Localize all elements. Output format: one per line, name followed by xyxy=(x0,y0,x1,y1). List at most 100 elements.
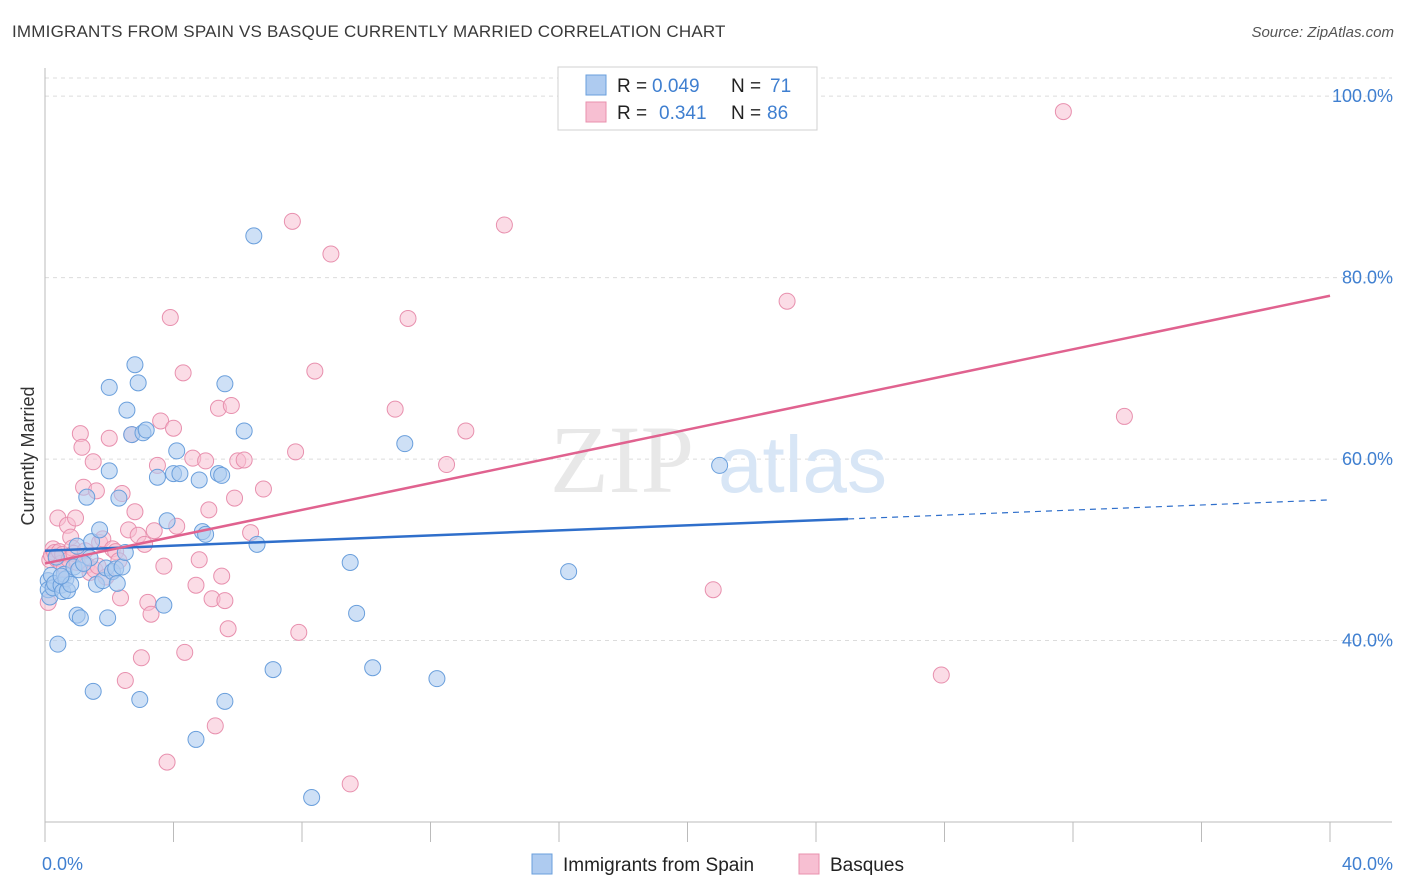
basque-point xyxy=(165,419,182,437)
legend-bottom-spain-label: Immigrants from Spain xyxy=(563,855,754,876)
y-tick-labels: 40.0% 60.0% 80.0% 100.0% xyxy=(1332,86,1393,650)
x-tick-labels: 0.0% 40.0% xyxy=(42,854,1393,874)
legend-spain-n-value: 71 xyxy=(770,76,791,97)
y-axis-label: Currently Married xyxy=(18,386,38,525)
spain-point xyxy=(248,535,266,553)
basque-point xyxy=(1054,103,1072,121)
basque-point xyxy=(176,643,194,661)
basque-point xyxy=(132,649,150,667)
basque-point xyxy=(174,364,192,382)
spain-point xyxy=(428,670,446,688)
spain-point xyxy=(68,537,86,555)
legend-spain-r-value: 0.049 xyxy=(652,76,700,97)
basque-point xyxy=(73,438,91,456)
chart-title: IMMIGRANTS FROM SPAIN VS BASQUE CURRENTL… xyxy=(12,22,726,41)
basque-point xyxy=(222,397,240,415)
basque-point xyxy=(197,452,215,470)
basque-point xyxy=(187,576,205,594)
basque-point xyxy=(306,362,324,380)
spain-point xyxy=(155,596,173,614)
trend-lines xyxy=(44,294,1331,565)
basque-point xyxy=(84,453,102,471)
basque-point xyxy=(704,581,722,599)
basque-point xyxy=(322,245,340,263)
spain-points xyxy=(39,227,729,807)
legend-top: R = 0.049 N = 71 R = 0.341 N = 86 xyxy=(557,66,818,131)
spain-point xyxy=(245,227,263,245)
spain-point xyxy=(110,489,128,507)
spain-point xyxy=(100,462,118,480)
spain-point xyxy=(148,468,166,486)
basque-point xyxy=(341,775,359,793)
basque-point xyxy=(100,429,118,447)
spain-trend-extension xyxy=(848,499,1331,520)
spain-point xyxy=(100,378,118,396)
spain-point xyxy=(71,609,89,627)
x-tick-label-min: 0.0% xyxy=(42,854,83,874)
spain-point xyxy=(560,563,578,581)
legend-spain-swatch xyxy=(585,74,607,96)
spain-point xyxy=(341,554,359,572)
grid-lines xyxy=(45,77,1392,642)
basque-point xyxy=(438,456,456,474)
y-tick-label: 40.0% xyxy=(1342,631,1393,651)
basque-point xyxy=(152,412,170,430)
legend-basque-r-value: 0.341 xyxy=(659,103,707,124)
legend-bottom-spain-swatch xyxy=(531,853,553,875)
legend-spain-r-label: R = xyxy=(617,76,647,97)
watermark: ZIP atlas xyxy=(550,406,887,513)
spain-point xyxy=(364,659,382,677)
legend-basque-r-label: R = xyxy=(617,103,647,124)
spain-point xyxy=(216,692,234,710)
basque-point xyxy=(254,480,272,498)
basque-point xyxy=(1115,407,1133,425)
basque-point xyxy=(386,400,404,418)
basque-point xyxy=(206,717,224,735)
basque-point xyxy=(158,753,176,771)
basque-point xyxy=(932,666,950,684)
spain-point xyxy=(126,356,144,374)
spain-point xyxy=(168,442,186,460)
legend-basque-swatch xyxy=(585,101,607,123)
y-tick-label: 80.0% xyxy=(1342,268,1393,288)
legend-basque-n-value: 86 xyxy=(767,103,788,124)
spain-point xyxy=(348,604,366,622)
basque-point xyxy=(399,309,417,327)
basque-point xyxy=(495,216,513,234)
basque-point xyxy=(213,567,231,585)
y-tick-label: 60.0% xyxy=(1342,449,1393,469)
legend-basque-n-label: N = xyxy=(731,103,761,124)
spain-point xyxy=(84,682,102,700)
spain-point xyxy=(52,567,70,585)
basque-point xyxy=(235,451,253,469)
legend-bottom-basque-swatch xyxy=(798,853,820,875)
spain-point xyxy=(113,558,131,576)
source-label: Source: ZipAtlas.com xyxy=(1251,24,1394,41)
x-tick-label-max: 40.0% xyxy=(1342,854,1393,874)
basque-point xyxy=(116,671,134,689)
basque-point xyxy=(290,623,308,641)
basque-point xyxy=(457,422,475,440)
basque-point xyxy=(190,551,208,569)
spain-point xyxy=(190,471,208,489)
basque-point xyxy=(155,557,173,575)
spain-point xyxy=(99,609,117,627)
spain-trend-line xyxy=(44,517,849,552)
basque-point xyxy=(226,489,244,507)
basque-point xyxy=(161,309,179,327)
legend-spain-n-label: N = xyxy=(731,76,761,97)
axes xyxy=(44,68,1392,842)
spain-point xyxy=(213,466,231,484)
spain-point xyxy=(303,789,321,807)
y-tick-label: 100.0% xyxy=(1332,86,1393,106)
spain-point xyxy=(91,521,109,539)
basque-point xyxy=(219,620,237,638)
spain-point xyxy=(171,465,189,483)
basque-point xyxy=(287,443,305,461)
basque-point xyxy=(145,522,163,540)
spain-point xyxy=(108,574,126,592)
watermark-zip: ZIP xyxy=(550,406,694,513)
spain-point xyxy=(49,635,67,653)
watermark-atlas: atlas xyxy=(718,420,887,509)
